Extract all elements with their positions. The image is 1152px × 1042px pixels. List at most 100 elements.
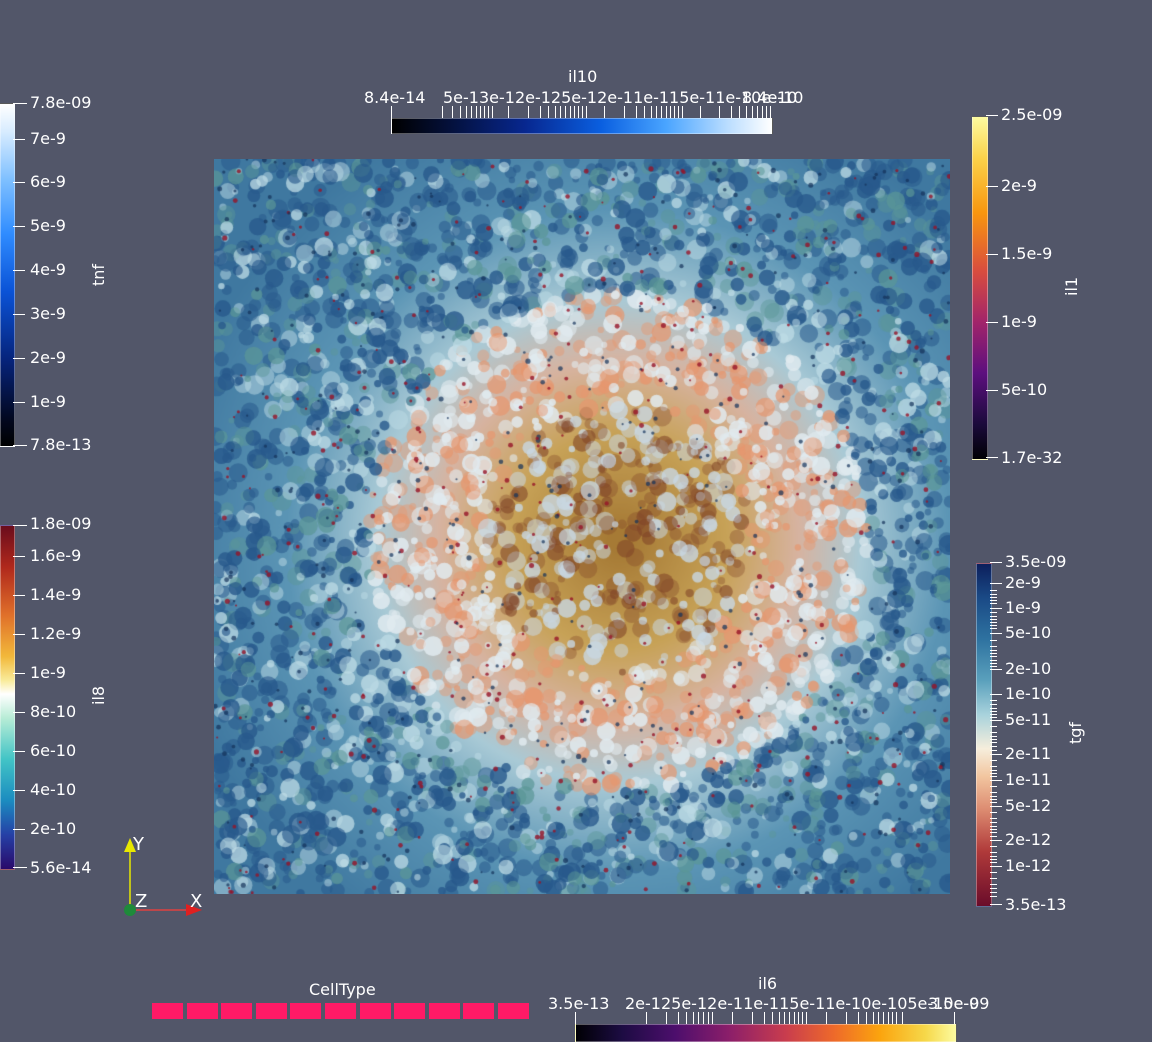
tgf-tick-label: 5e-12 — [1005, 796, 1052, 815]
tgf-max-label: 3.5e-09 — [1005, 552, 1067, 571]
x-axis-label: X — [190, 891, 203, 912]
tick-mark — [13, 595, 25, 596]
il8-max-label: 1.8e-09 — [30, 514, 92, 533]
minor-tick-mark — [990, 646, 997, 647]
minor-tick-mark — [990, 826, 997, 827]
tick-mark — [896, 1012, 897, 1024]
minor-tick-mark — [990, 717, 997, 718]
tick-mark — [888, 1012, 889, 1024]
tick-mark — [476, 106, 477, 118]
tick-mark — [540, 106, 541, 118]
tick-mark — [986, 115, 998, 116]
render-viewport[interactable] — [214, 159, 950, 894]
tgf-tick-label: 5e-11 — [1005, 710, 1052, 729]
minor-tick-mark — [990, 773, 997, 774]
celltype-swatch — [221, 1003, 253, 1019]
tick-mark — [806, 1012, 807, 1024]
tick-mark — [766, 106, 767, 118]
tick-mark — [990, 806, 1002, 807]
il1-max-label: 2.5e-09 — [1001, 105, 1063, 124]
tgf-tick-label: 1e-12 — [1005, 856, 1052, 875]
il10-title: il10 — [568, 67, 598, 86]
tick-mark — [678, 1012, 679, 1024]
il8-tick-label: 6e-10 — [30, 741, 77, 760]
minor-tick-mark — [990, 766, 997, 767]
tick-mark — [693, 1012, 694, 1024]
minor-tick-mark — [990, 711, 997, 712]
minor-tick-mark — [990, 590, 997, 591]
tick-mark — [732, 1012, 733, 1024]
tnf-color-gradient — [0, 103, 15, 447]
celltype-swatch — [290, 1003, 322, 1019]
tnf-max-label: 7.8e-09 — [30, 93, 92, 112]
il8-tick-label: 4e-10 — [30, 780, 77, 799]
tick-mark — [460, 106, 461, 118]
tick-mark — [13, 139, 25, 140]
celltype-swatch — [394, 1003, 426, 1019]
tick-mark — [990, 669, 1002, 670]
tick-mark — [565, 106, 566, 118]
axes-triad-svg — [124, 838, 202, 916]
il6-tick-labels: 2e-125e-12e-11e-115e-11e-10e-105e-10e-9 — [625, 994, 980, 1013]
minor-tick-mark — [990, 732, 997, 733]
tick-mark — [13, 525, 27, 526]
tick-mark — [13, 634, 25, 635]
minor-tick-mark — [990, 836, 997, 837]
minor-tick-mark — [990, 884, 997, 885]
minor-tick-mark — [990, 708, 997, 709]
minor-tick-mark — [990, 653, 997, 654]
il1-title: il1 — [1062, 276, 1081, 296]
minor-tick-mark — [990, 663, 997, 664]
tick-mark — [757, 106, 758, 118]
tgf-title: tgf — [1066, 721, 1085, 744]
minor-tick-mark — [990, 799, 997, 800]
tnf-tick-label: 7e-9 — [30, 129, 66, 148]
minor-tick-mark — [990, 856, 997, 857]
il10-max-label: 8.4e-10 — [742, 88, 804, 107]
tick-mark — [770, 106, 771, 118]
minor-tick-mark — [990, 650, 997, 651]
minor-tick-mark — [990, 736, 997, 737]
tick-mark — [752, 106, 753, 118]
tick-mark — [646, 1012, 647, 1024]
y-axis-label: Y — [133, 834, 144, 855]
tick-mark — [873, 1012, 874, 1024]
tick-mark — [13, 751, 25, 752]
tick-mark — [712, 1012, 713, 1024]
z-axis-dot-icon — [124, 904, 136, 916]
il6-max-label: 3.5e-09 — [928, 994, 990, 1013]
il1-tick-label: 1e-9 — [1001, 312, 1037, 331]
tick-mark — [986, 186, 998, 187]
il8-tick-label: 1.6e-9 — [30, 546, 82, 565]
il8-tick-label: 1.2e-9 — [30, 624, 82, 643]
tick-mark — [784, 1012, 785, 1024]
minor-tick-mark — [990, 750, 997, 751]
tnf-tick-label: 4e-9 — [30, 260, 66, 279]
concentration-field-image — [214, 159, 950, 894]
minor-tick-mark — [990, 896, 997, 897]
il6-title: il6 — [758, 974, 778, 993]
tgf-min-label: 3.5e-13 — [1005, 895, 1067, 914]
tgf-tick-label: 1e-11 — [1005, 770, 1052, 789]
tick-mark — [866, 1012, 867, 1024]
minor-tick-mark — [990, 746, 997, 747]
minor-tick-mark — [990, 666, 997, 667]
tick-mark — [990, 583, 1002, 584]
tick-mark — [739, 106, 740, 118]
minor-tick-mark — [990, 714, 997, 715]
il8-tick-label: 1.4e-9 — [30, 585, 82, 604]
tick-mark — [13, 712, 25, 713]
minor-tick-mark — [990, 597, 997, 598]
minor-tick-mark — [990, 818, 997, 819]
tick-mark — [471, 106, 472, 118]
tick-mark — [708, 1012, 709, 1024]
tick-mark — [484, 106, 485, 118]
tick-mark — [13, 226, 25, 227]
tick-mark — [719, 106, 720, 118]
il6-color-gradient — [575, 1024, 957, 1042]
il8-title: il8 — [89, 685, 108, 705]
tnf-tick-label: 3e-9 — [30, 304, 66, 323]
minor-tick-mark — [990, 862, 997, 863]
celltype-swatch — [186, 1003, 218, 1019]
tick-mark — [442, 106, 443, 118]
